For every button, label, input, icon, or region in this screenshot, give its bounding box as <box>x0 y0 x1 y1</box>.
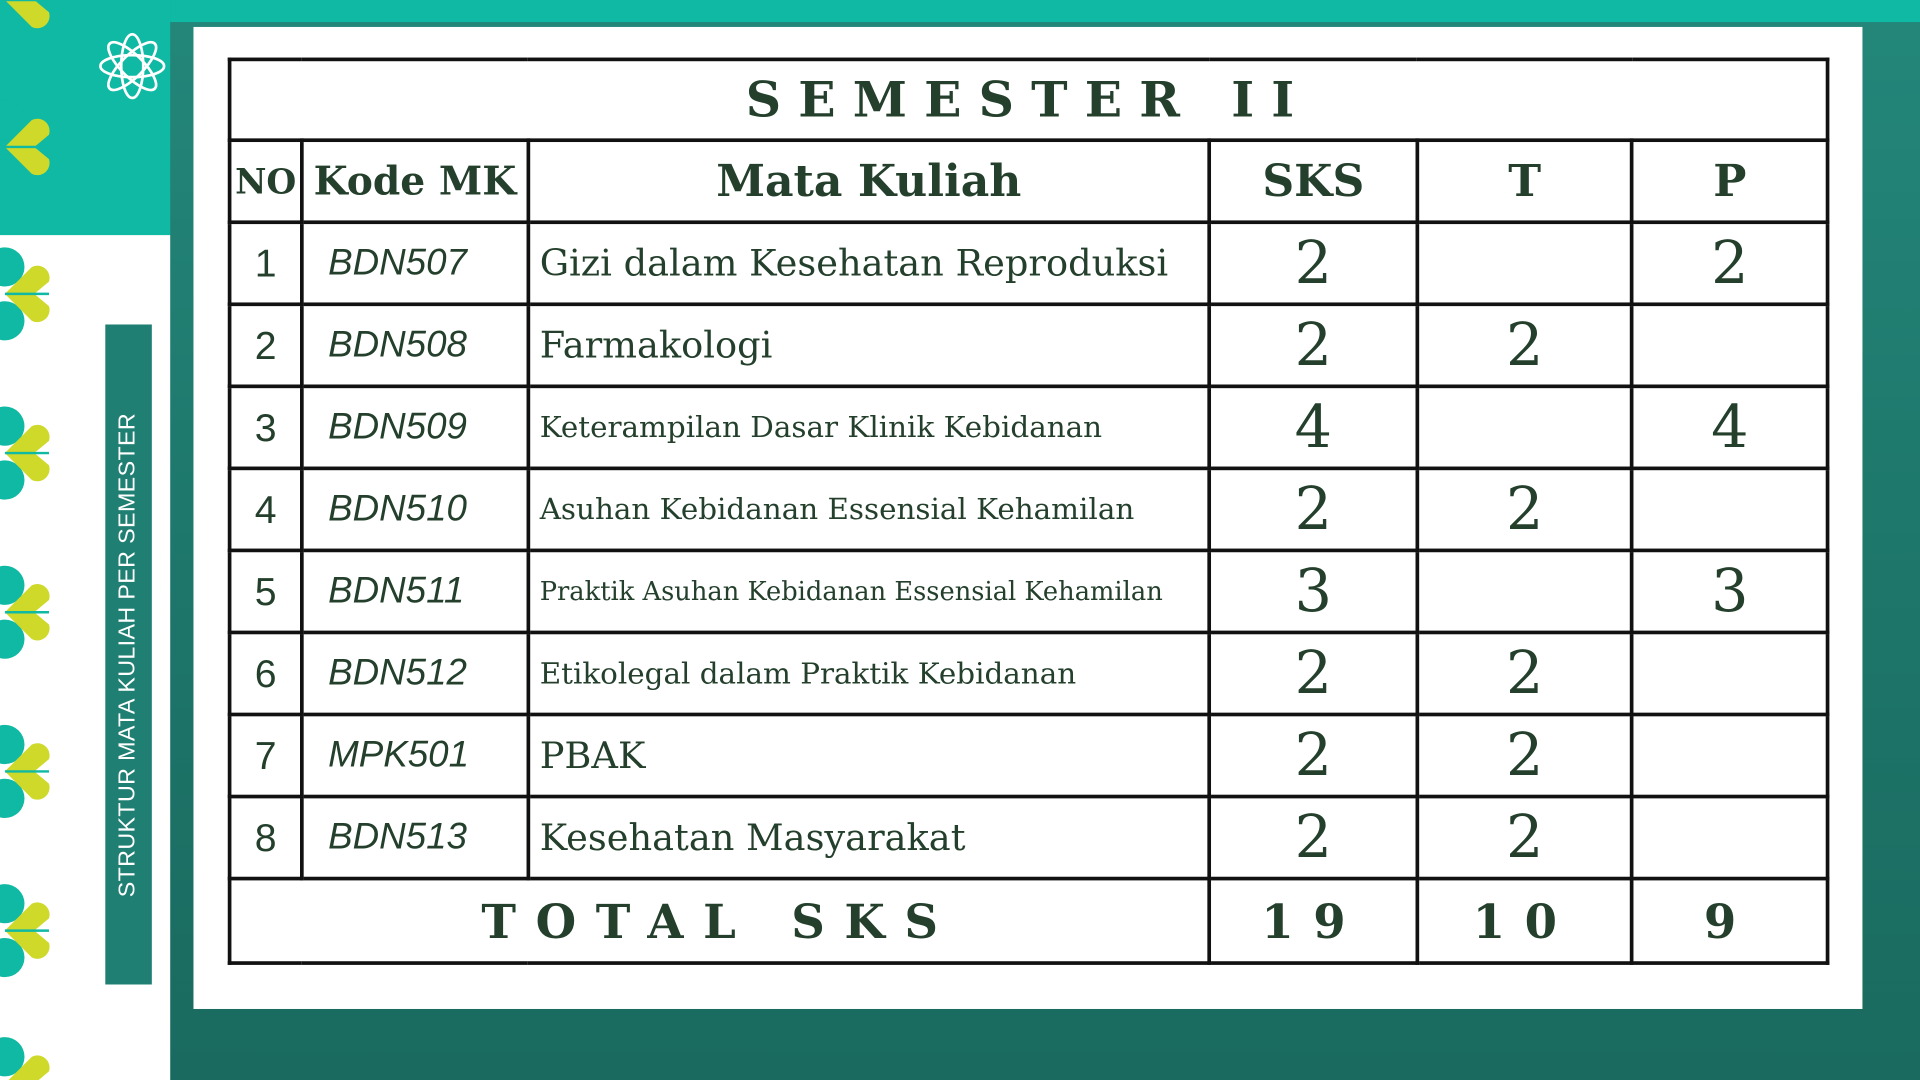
cell-t: 2 <box>1415 712 1635 799</box>
total-row: TOTAL SKS 19 10 9 <box>227 876 1830 965</box>
header-row: NO Kode MK Mata Kuliah SKS T P <box>227 138 1830 225</box>
cell-sks: 2 <box>1207 712 1420 799</box>
cell-no: 4 <box>227 466 304 553</box>
cell-t <box>1415 384 1635 471</box>
cell-mata-kuliah: Etikolegal dalam Praktik Kebidanan <box>526 630 1212 717</box>
cell-p: 2 <box>1630 220 1830 307</box>
clover-heart-icon <box>0 884 50 978</box>
cell-mata-kuliah: Keterampilan Dasar Klinik Kebidanan <box>526 384 1212 471</box>
cell-t: 2 <box>1415 466 1635 553</box>
cell-no: 1 <box>227 220 304 307</box>
header-p: P <box>1630 138 1830 225</box>
cell-sks: 4 <box>1207 384 1420 471</box>
clover-heart-icon <box>0 100 50 194</box>
total-label: TOTAL SKS <box>227 876 1212 965</box>
table-row: 3 BDN509 Keterampilan Dasar Klinik Kebid… <box>227 384 1830 471</box>
table-row: 1 BDN507 Gizi dalam Kesehatan Reproduksi… <box>227 220 1830 307</box>
cell-mata-kuliah: PBAK <box>526 712 1212 799</box>
clover-heart-icon <box>0 565 50 659</box>
clover-heart-icon <box>0 247 50 341</box>
cell-kode: MPK501 <box>299 712 530 799</box>
cell-no: 7 <box>227 712 304 799</box>
cell-sks: 2 <box>1207 220 1420 307</box>
cell-p <box>1630 712 1830 799</box>
left-teal-panel <box>0 0 171 236</box>
clover-heart-icon <box>0 0 50 47</box>
cell-no: 6 <box>227 630 304 717</box>
cell-no: 3 <box>227 384 304 471</box>
table-row: 6 BDN512 Etikolegal dalam Praktik Kebida… <box>227 630 1830 717</box>
cell-sks: 2 <box>1207 466 1420 553</box>
cell-mata-kuliah: Farmakologi <box>526 302 1212 389</box>
total-sks: 19 <box>1207 876 1420 965</box>
cell-mata-kuliah: Kesehatan Masyarakat <box>526 794 1212 881</box>
cell-kode: BDN508 <box>299 302 530 389</box>
cell-mata-kuliah: Asuhan Kebidanan Essensial Kehamilan <box>526 466 1212 553</box>
table-row: 4 BDN510 Asuhan Kebidanan Essensial Keha… <box>227 466 1830 553</box>
clover-heart-icon <box>0 1037 50 1080</box>
top-bar <box>0 0 1920 23</box>
cell-no: 5 <box>227 548 304 635</box>
cell-kode: BDN513 <box>299 794 530 881</box>
cell-t: 2 <box>1415 630 1635 717</box>
cell-t <box>1415 220 1635 307</box>
cell-sks: 2 <box>1207 794 1420 881</box>
clover-heart-icon <box>0 406 50 500</box>
cell-p <box>1630 466 1830 553</box>
table-row: 5 BDN511 Praktik Asuhan Kebidanan Essens… <box>227 548 1830 635</box>
side-banner: STRUKTUR MATA KULIAH PER SEMESTER <box>105 324 152 985</box>
total-t: 10 <box>1415 876 1635 965</box>
cell-p <box>1630 794 1830 881</box>
cell-kode: BDN510 <box>299 466 530 553</box>
cell-sks: 3 <box>1207 548 1420 635</box>
side-label: STRUKTUR MATA KULIAH PER SEMESTER <box>115 412 141 897</box>
cell-kode: BDN512 <box>299 630 530 717</box>
header-t: T <box>1415 138 1635 225</box>
table-row: 8 BDN513 Kesehatan Masyarakat 2 2 <box>227 794 1830 881</box>
cell-mata-kuliah: Gizi dalam Kesehatan Reproduksi <box>526 220 1212 307</box>
flower-outline-icon <box>99 32 166 100</box>
cell-p <box>1630 630 1830 717</box>
table-row: 2 BDN508 Farmakologi 2 2 <box>227 302 1830 389</box>
cell-no: 8 <box>227 794 304 881</box>
cell-kode: BDN509 <box>299 384 530 471</box>
cell-t: 2 <box>1415 302 1635 389</box>
cell-no: 2 <box>227 302 304 389</box>
semester-title: SEMESTER II <box>227 57 1830 143</box>
cell-t: 2 <box>1415 794 1635 881</box>
header-mata-kuliah: Mata Kuliah <box>526 138 1212 225</box>
cell-kode: BDN511 <box>299 548 530 635</box>
cell-p <box>1630 302 1830 389</box>
cell-sks: 2 <box>1207 630 1420 717</box>
cell-sks: 2 <box>1207 302 1420 389</box>
clover-heart-icon <box>0 724 50 818</box>
cell-p: 3 <box>1630 548 1830 635</box>
header-kode: Kode MK <box>299 138 530 225</box>
header-no: NO <box>227 138 304 225</box>
total-p: 9 <box>1630 876 1830 965</box>
header-sks: SKS <box>1207 138 1420 225</box>
cell-mata-kuliah: Praktik Asuhan Kebidanan Essensial Keham… <box>526 548 1212 635</box>
table-row: 7 MPK501 PBAK 2 2 <box>227 712 1830 799</box>
cell-kode: BDN507 <box>299 220 530 307</box>
course-table: SEMESTER II NO Kode MK Mata Kuliah SKS T… <box>227 57 1830 965</box>
cell-p: 4 <box>1630 384 1830 471</box>
cell-t <box>1415 548 1635 635</box>
